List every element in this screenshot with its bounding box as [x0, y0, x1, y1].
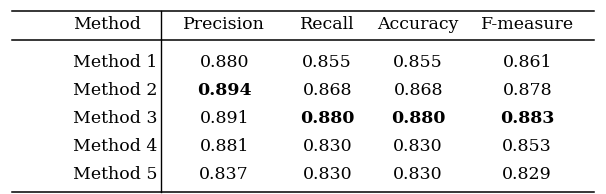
Text: Method 3: Method 3	[73, 110, 157, 127]
Text: 0.861: 0.861	[502, 54, 552, 71]
Text: 0.868: 0.868	[302, 82, 352, 99]
Text: Method: Method	[73, 16, 141, 33]
Text: 0.830: 0.830	[393, 166, 443, 183]
Text: Method 1: Method 1	[73, 54, 157, 71]
Text: Precision: Precision	[183, 16, 265, 33]
Text: 0.837: 0.837	[199, 166, 249, 183]
Text: 0.880: 0.880	[300, 110, 355, 127]
Text: 0.868: 0.868	[393, 82, 443, 99]
Text: 0.894: 0.894	[197, 82, 251, 99]
Text: 0.880: 0.880	[199, 54, 249, 71]
Text: Method 5: Method 5	[73, 166, 157, 183]
Text: 0.891: 0.891	[199, 110, 249, 127]
Text: Recall: Recall	[300, 16, 355, 33]
Text: 0.881: 0.881	[199, 138, 249, 155]
Text: F-measure: F-measure	[481, 16, 574, 33]
Text: Accuracy: Accuracy	[378, 16, 459, 33]
Text: 0.883: 0.883	[500, 110, 554, 127]
Text: 0.829: 0.829	[502, 166, 552, 183]
Text: 0.830: 0.830	[393, 138, 443, 155]
Text: 0.855: 0.855	[393, 54, 443, 71]
Text: 0.878: 0.878	[502, 82, 552, 99]
Text: 0.830: 0.830	[302, 166, 352, 183]
Text: 0.830: 0.830	[302, 138, 352, 155]
Text: 0.855: 0.855	[302, 54, 352, 71]
Text: 0.880: 0.880	[391, 110, 445, 127]
Text: 0.853: 0.853	[502, 138, 552, 155]
Text: Method 2: Method 2	[73, 82, 157, 99]
Text: Method 4: Method 4	[73, 138, 157, 155]
